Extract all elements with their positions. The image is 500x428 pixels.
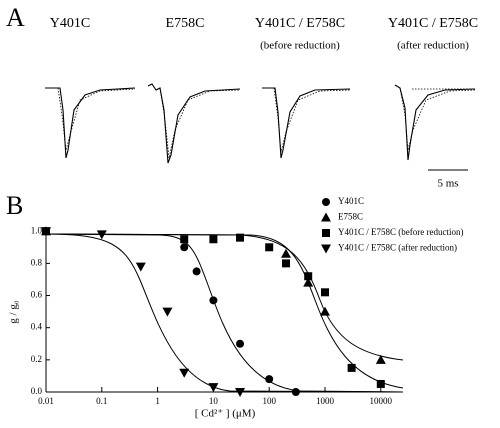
y-tick-label: 0.0	[31, 386, 43, 396]
trace-title: Y401C / E758C	[255, 16, 345, 31]
panel-label: B	[6, 191, 23, 220]
marker	[209, 296, 218, 305]
marker	[265, 375, 274, 384]
marker	[180, 235, 189, 244]
marker	[179, 368, 190, 378]
y-tick-label: 1.0	[31, 225, 43, 235]
marker	[320, 288, 329, 297]
marker	[180, 243, 189, 252]
x-tick-label: 10	[209, 396, 219, 406]
current-traces	[45, 83, 476, 164]
y-axis-label: g / g₀	[8, 300, 20, 324]
legend-label: E758C	[338, 212, 363, 222]
trace-subtitle: (before reduction)	[260, 40, 340, 52]
marker	[235, 388, 246, 397]
marker	[347, 363, 356, 372]
scale-bar-label: 5 ms	[437, 178, 458, 190]
y-tick-label: 0.4	[31, 322, 43, 332]
legend-label: Y401C / E758C (after reduction)	[338, 243, 457, 253]
y-tick-label: 0.8	[31, 257, 43, 267]
fit-curves	[45, 233, 404, 393]
x-tick-label: 1	[155, 396, 160, 406]
marker	[96, 230, 107, 240]
marker	[192, 267, 201, 276]
marker	[322, 198, 330, 206]
marker	[304, 272, 313, 281]
marker	[208, 383, 219, 393]
legend-label: Y401C / E758C (before reduction)	[338, 227, 463, 237]
marker	[265, 243, 274, 252]
marker	[375, 354, 386, 364]
trace-title: Y401C / E758C	[388, 16, 478, 31]
marker	[319, 306, 330, 316]
x-tick-label: 1000	[316, 396, 335, 406]
x-tick-label: 10000	[370, 396, 393, 406]
panel-label: A	[6, 3, 25, 32]
x-tick-label: 0.01	[38, 396, 54, 406]
marker	[135, 262, 146, 272]
x-axis-label: [ Cd²⁺ ] (μM)	[195, 408, 256, 420]
marker	[322, 229, 330, 237]
legend-label: Y401C	[338, 196, 364, 206]
x-tick-label: 100	[262, 396, 276, 406]
trace-title: Y401C	[50, 16, 90, 31]
trace-title: E758C	[166, 16, 205, 31]
marker	[41, 227, 51, 237]
trace-subtitle: (after reduction)	[397, 40, 469, 52]
marker	[280, 248, 291, 258]
marker	[321, 244, 331, 254]
marker	[281, 259, 290, 268]
marker	[321, 212, 331, 222]
marker	[376, 379, 385, 388]
marker	[162, 307, 173, 317]
x-tick-label: 0.1	[96, 396, 107, 406]
marker	[236, 233, 245, 242]
marker	[291, 388, 300, 396]
marker	[209, 235, 218, 244]
marker	[303, 277, 314, 287]
y-tick-label: 0.6	[31, 290, 43, 300]
marker	[236, 339, 245, 348]
y-tick-label: 0.2	[31, 354, 42, 364]
